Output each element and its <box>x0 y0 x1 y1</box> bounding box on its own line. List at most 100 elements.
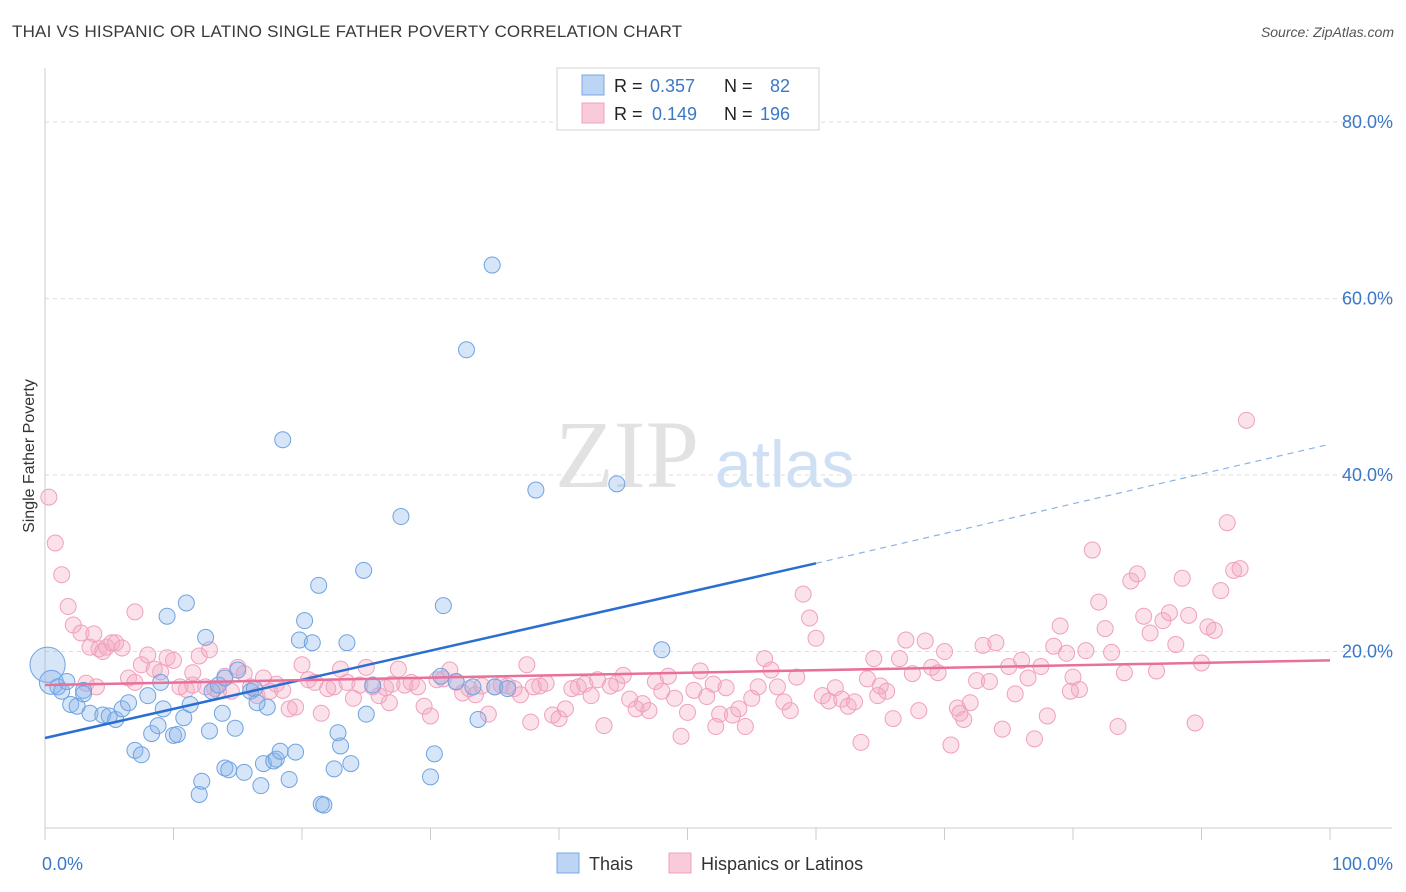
data-point-thais <box>58 673 76 691</box>
data-point-thais <box>193 772 211 790</box>
data-point-hispanics <box>653 682 671 700</box>
data-point-thais <box>177 594 195 612</box>
data-point-hispanics <box>1180 606 1198 624</box>
data-point-hispanics <box>1061 682 1079 700</box>
data-point-hispanics <box>634 695 652 713</box>
data-point-thais <box>290 631 308 649</box>
legend-swatch-hispanics <box>668 852 692 874</box>
stats-r-label-1: R = <box>614 76 643 96</box>
data-point-thais <box>296 612 314 630</box>
data-point-hispanics <box>518 656 536 674</box>
data-point-hispanics <box>781 702 799 720</box>
data-point-hispanics <box>415 697 433 715</box>
data-point-hispanics <box>916 632 934 650</box>
data-point-hispanics <box>942 736 960 754</box>
stats-r-value-1: 0.357 <box>650 76 695 96</box>
data-point-thais <box>81 704 99 722</box>
data-point-hispanics <box>833 690 851 708</box>
data-point-hispanics <box>910 702 928 720</box>
watermark: ZIP atlas <box>555 401 854 508</box>
data-point-thais <box>149 717 167 735</box>
data-point-hispanics <box>505 680 523 698</box>
data-point-thais <box>608 475 626 493</box>
data-point-hispanics <box>524 678 542 696</box>
data-point-hispanics <box>383 675 401 693</box>
data-point-hispanics <box>1109 718 1127 736</box>
trend-line-thais-extension <box>815 443 1331 564</box>
data-point-hispanics <box>1025 730 1043 748</box>
trend-lines <box>44 443 1331 740</box>
stats-n-label-1: N = <box>724 76 753 96</box>
data-point-hispanics <box>582 687 600 705</box>
data-point-hispanics <box>987 634 1005 652</box>
data-point-hispanics <box>704 675 722 693</box>
stats-n-value-1: 82 <box>770 76 790 96</box>
data-point-hispanics <box>184 664 202 682</box>
data-point-thais <box>94 706 112 724</box>
data-point-thais <box>355 561 373 579</box>
data-point-thais <box>216 669 234 687</box>
data-point-thais <box>271 742 289 760</box>
data-point-hispanics <box>936 643 953 661</box>
data-point-thais <box>303 634 321 652</box>
data-point-thais <box>329 724 347 742</box>
trend-line-hispanics <box>44 659 1331 687</box>
stats-legend-swatch-thais <box>581 74 605 96</box>
data-point-thais <box>653 641 671 659</box>
data-point-hispanics <box>434 670 452 688</box>
data-point-thais <box>113 700 131 718</box>
data-point-thais <box>315 796 333 814</box>
data-point-hispanics <box>537 674 555 692</box>
data-point-thais <box>392 508 410 526</box>
legend-label-hispanics: Hispanics or Latinos <box>701 854 863 874</box>
data-point-hispanics <box>993 720 1011 738</box>
data-point-thais <box>287 743 305 761</box>
y-tick-label: 20.0% <box>1342 642 1393 662</box>
data-point-thais <box>139 687 157 705</box>
data-point-hispanics <box>878 682 896 700</box>
data-point-hispanics <box>672 727 690 745</box>
data-point-hispanics <box>666 689 684 707</box>
data-point-thais <box>75 681 93 699</box>
data-point-hispanics <box>563 680 581 698</box>
data-point-hispanics <box>280 700 298 718</box>
data-point-hispanics <box>287 698 305 716</box>
data-point-hispanics <box>139 646 157 664</box>
data-point-hispanics <box>659 667 677 685</box>
data-point-thais <box>190 785 208 803</box>
data-point-hispanics <box>312 704 330 722</box>
watermark-atlas: atlas <box>715 427 854 501</box>
series-thais-points <box>29 256 671 814</box>
data-point-hispanics <box>351 676 369 694</box>
data-point-hispanics <box>422 707 439 725</box>
stats-r-value-2: 0.149 <box>652 104 697 124</box>
data-point-hispanics <box>1122 572 1140 590</box>
data-point-thais <box>120 694 138 712</box>
data-point-hispanics <box>380 694 398 712</box>
data-point-hispanics <box>479 705 497 723</box>
data-point-thais <box>280 770 298 788</box>
data-point-hispanics <box>126 603 144 621</box>
data-point-hispanics <box>1038 707 1056 725</box>
x-tick-label: 0.0% <box>42 854 83 874</box>
data-point-thais <box>62 695 80 713</box>
data-point-hispanics <box>1103 643 1121 661</box>
data-point-thais <box>434 597 452 615</box>
data-point-thais <box>258 698 276 716</box>
legend-label-thais: Thais <box>589 854 633 874</box>
data-point-hispanics <box>389 660 407 678</box>
data-point-hispanics <box>1019 669 1037 687</box>
x-tick-label: 100.0% <box>1332 854 1393 874</box>
data-point-hispanics <box>1218 514 1236 532</box>
data-point-hispanics <box>691 662 709 680</box>
bottom-legend: Thais Hispanics or Latinos <box>556 852 863 874</box>
data-point-hispanics <box>1212 582 1230 600</box>
data-point-hispanics <box>190 647 208 665</box>
data-point-hispanics <box>679 703 696 721</box>
data-point-hispanics <box>621 690 639 708</box>
axes <box>44 68 1392 840</box>
data-point-hispanics <box>749 678 767 696</box>
data-point-thais <box>422 768 439 786</box>
stats-r-label-2: R = <box>614 104 643 124</box>
data-point-hispanics <box>1083 541 1101 559</box>
